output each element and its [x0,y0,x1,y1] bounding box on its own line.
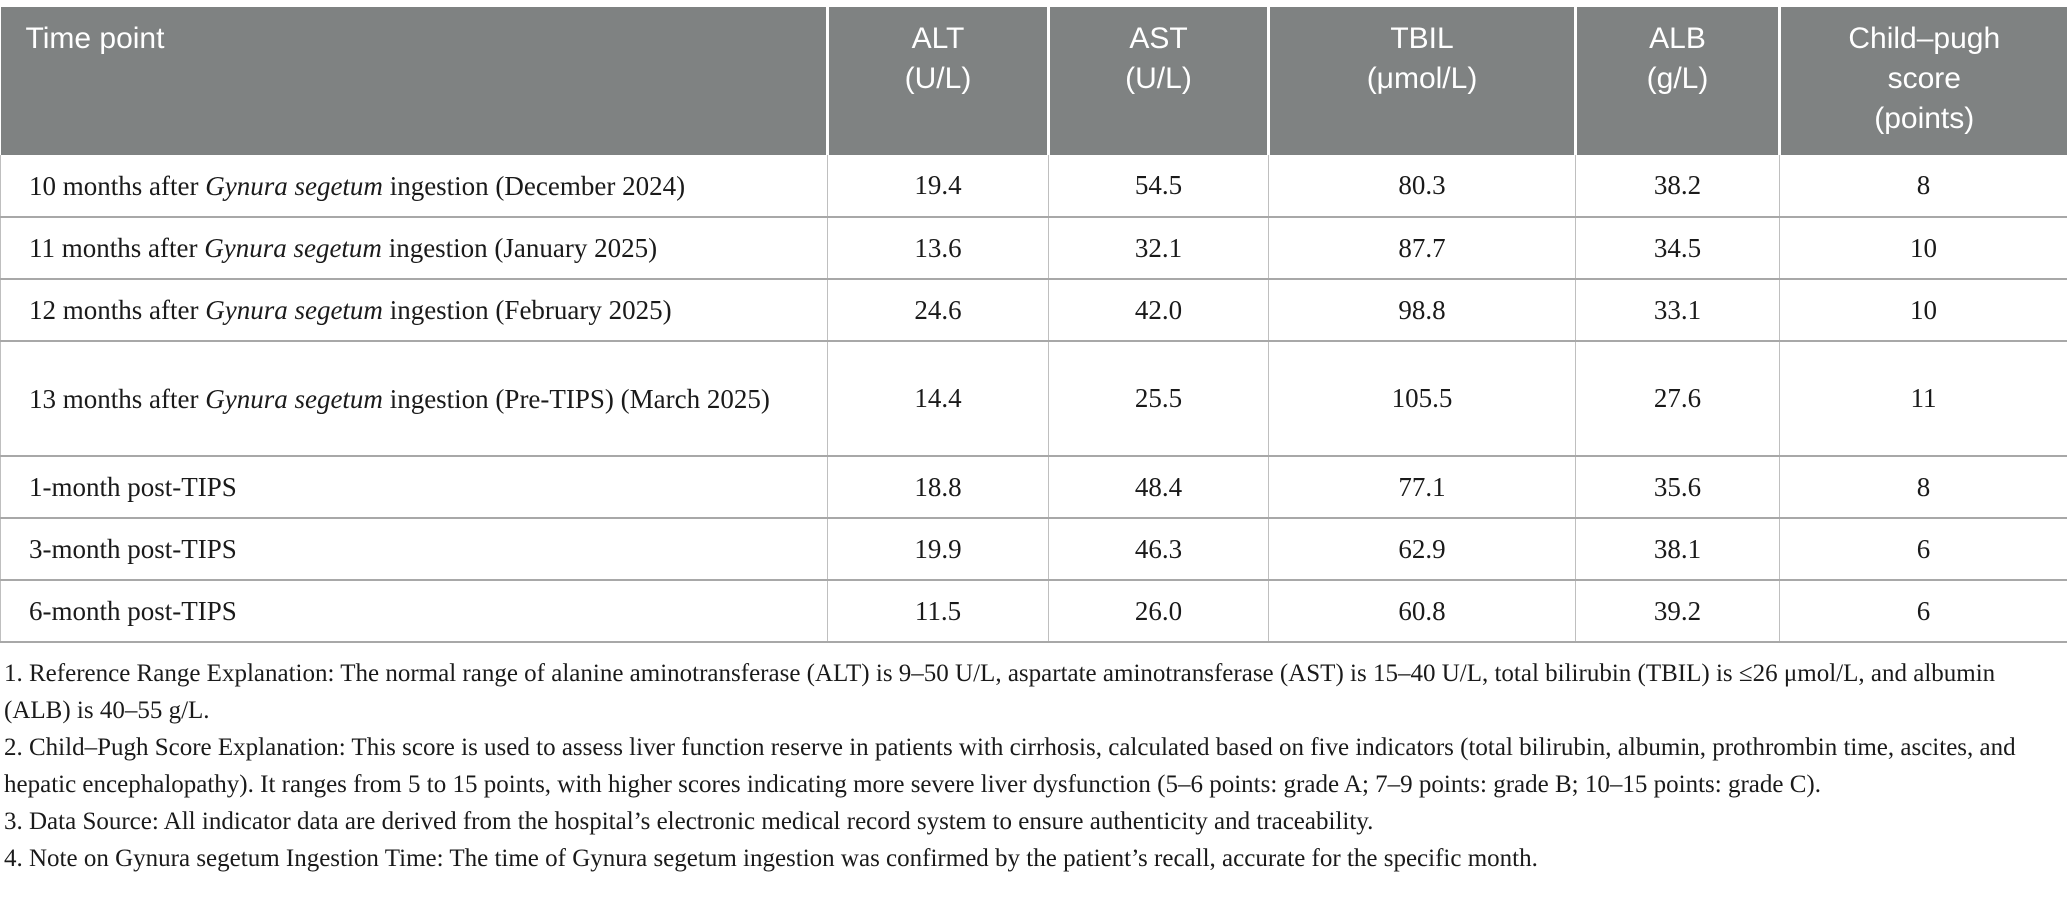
alt-value: 18.8 [827,455,1049,518]
column-header-time-point: Time point [0,7,828,155]
column-header-child-pugh: Child–pugh score (points) [1778,7,2067,155]
ast-value: 26.0 [1048,579,1269,643]
table-row: 6-month post-TIPS 11.5 26.0 60.8 39.2 6 [0,579,2067,643]
tbil-value: 87.7 [1268,216,1576,279]
alb-value: 35.6 [1575,455,1780,518]
time-point-cell: 1-month post-TIPS [0,455,828,518]
alb-value: 39.2 [1575,579,1780,643]
tbil-value: 105.5 [1268,340,1576,456]
table-row: 3-month post-TIPS 19.9 46.3 62.9 38.1 6 [0,517,2067,580]
column-header-ast: AST (U/L) [1047,7,1269,155]
tbil-value: 77.1 [1268,455,1576,518]
ast-value: 46.3 [1048,517,1269,580]
alt-value: 14.4 [827,340,1049,456]
alt-value: 24.6 [827,278,1049,341]
table-row: 1-month post-TIPS 18.8 48.4 77.1 35.6 8 [0,455,2067,518]
tbil-value: 98.8 [1268,278,1576,341]
alt-value: 19.9 [827,517,1049,580]
alb-value: 27.6 [1575,340,1780,456]
tbil-value: 60.8 [1268,579,1576,643]
ast-value: 54.5 [1048,155,1269,217]
ast-value: 48.4 [1048,455,1269,518]
footnote-data-source: 3. Data Source: All indicator data are d… [4,808,1374,835]
time-point-cell: 10 months after Gynura segetum ingestion… [0,155,828,217]
time-point-cell: 3-month post-TIPS [0,517,828,580]
table-row: 10 months after Gynura segetum ingestion… [0,155,2067,217]
time-point-cell: 6-month post-TIPS [0,579,828,643]
alb-value: 34.5 [1575,216,1780,279]
child-pugh-score-value: 6 [1779,517,2067,580]
time-point-cell: 12 months after Gynura segetum ingestion… [0,278,828,341]
column-header-alt: ALT (U/L) [826,7,1049,155]
alb-value: 38.2 [1575,155,1780,217]
alb-value: 33.1 [1575,278,1780,341]
child-pugh-score-value: 6 [1779,579,2067,643]
alt-value: 19.4 [827,155,1049,217]
child-pugh-score-value: 8 [1779,455,2067,518]
child-pugh-score-value: 10 [1779,278,2067,341]
child-pugh-score-value: 10 [1779,216,2067,279]
child-pugh-score-value: 11 [1779,340,2067,456]
ast-value: 32.1 [1048,216,1269,279]
alt-value: 11.5 [827,579,1049,643]
footnote-reference-range: 1. Reference Range Explanation: The norm… [4,660,1996,724]
time-point-cell: 11 months after Gynura segetum ingestion… [0,216,828,279]
alt-value: 13.6 [827,216,1049,279]
ast-value: 25.5 [1048,340,1269,456]
table-row: 12 months after Gynura segetum ingestion… [0,278,2067,341]
tbil-value: 80.3 [1268,155,1576,217]
column-header-tbil: TBIL (μmol/L) [1267,7,1576,155]
time-point-cell: 13 months after Gynura segetum ingestion… [0,340,828,456]
liver-function-table: Time point ALT (U/L) AST (U/L) TBIL (μmo… [0,7,2067,643]
liver-function-table-container: Time point ALT (U/L) AST (U/L) TBIL (μmo… [0,7,2067,643]
footnote-ingestion-time: 4. Note on Gynura segetum Ingestion Time… [4,845,1538,872]
column-header-alb: ALB (g/L) [1574,7,1780,155]
footnote-child-pugh-explanation: 2. Child–Pugh Score Explanation: This sc… [4,734,2016,798]
table-row: 13 months after Gynura segetum ingestion… [0,340,2067,456]
table-row: 11 months after Gynura segetum ingestion… [0,216,2067,279]
alb-value: 38.1 [1575,517,1780,580]
header-row: Time point ALT (U/L) AST (U/L) TBIL (μmo… [0,7,2067,155]
table-footnotes: 1. Reference Range Explanation: The norm… [0,655,2067,877]
ast-value: 42.0 [1048,278,1269,341]
child-pugh-score-value: 8 [1779,155,2067,217]
tbil-value: 62.9 [1268,517,1576,580]
